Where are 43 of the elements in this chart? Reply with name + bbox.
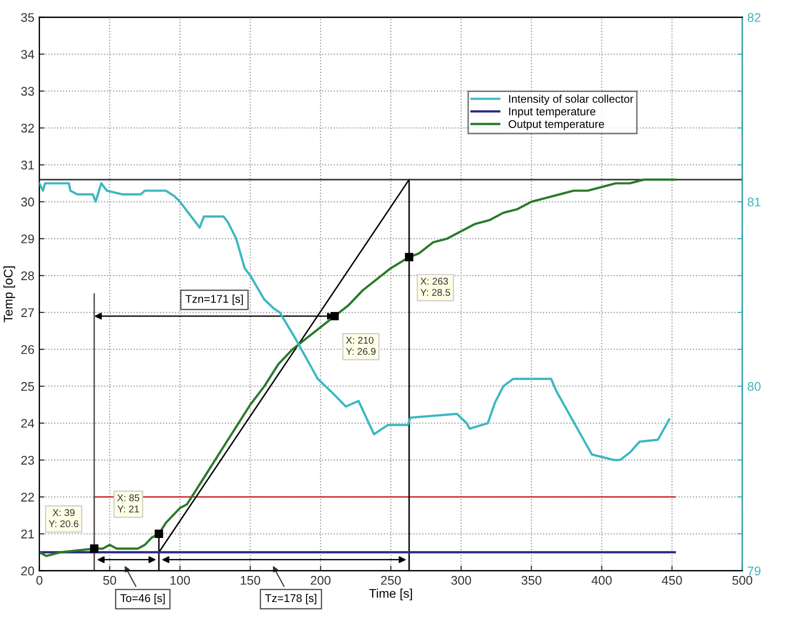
y-tick-label: 22 — [21, 492, 34, 502]
y-tick-label: 23 — [21, 456, 34, 465]
text: To=46 [s] — [120, 594, 165, 604]
y-tick-label: 27 — [21, 308, 34, 317]
y2-tick-label: 81 — [748, 198, 760, 206]
y-tick-label: 21 — [21, 530, 34, 538]
y-tick-label: 29 — [21, 234, 34, 244]
x-tick-label: 300 — [451, 576, 472, 585]
x-tick-label: 100 — [170, 576, 190, 585]
legend-label: Output temperature — [508, 120, 604, 130]
annotation: X: 263 Y: 28.5 — [420, 278, 450, 296]
y-tick-label: 34 — [21, 50, 34, 59]
y-tick-label: 31 — [21, 160, 34, 170]
x-tick-label: 450 — [662, 576, 682, 585]
y-tick-label: 26 — [21, 345, 34, 354]
y-tick-label: 32 — [21, 124, 34, 133]
x-tick-label: 250 — [381, 576, 401, 585]
x-axis-title: Time [s] — [369, 588, 412, 600]
y-tick-label: 20 — [21, 566, 34, 576]
y-axis-title: Temp [oC] — [3, 266, 16, 322]
x-tick-label: 150 — [240, 576, 260, 585]
x-tick-label: 500 — [732, 576, 752, 585]
legend-label: Intensity of solar collector — [509, 94, 634, 106]
y-tick-label: 35 — [21, 13, 34, 22]
y-tick-label: 33 — [21, 86, 34, 96]
annotation: X: 39 Y: 20.6 — [48, 509, 78, 528]
annotation: Tzn=171 [s] — [185, 294, 243, 306]
annotation: X: 85 Y: 21 — [117, 494, 140, 512]
y2-tick-label: 80 — [748, 382, 761, 391]
legend-label: Input temperature — [509, 108, 596, 118]
y2-tick-label: 82 — [748, 13, 760, 22]
y-tick-label: 30 — [21, 198, 34, 206]
annotation: X: 210 Y: 26.9 — [346, 336, 376, 355]
y-tick-label: 24 — [21, 418, 34, 428]
y-tick-label: 25 — [21, 382, 34, 391]
y2-tick-label: 79 — [748, 566, 760, 576]
x-tick-label: 50 — [103, 576, 116, 585]
x-tick-label: 200 — [310, 576, 330, 585]
x-tick-label: 0 — [36, 576, 42, 585]
text: Tz=178 [s] — [265, 594, 316, 604]
x-tick-label: 350 — [521, 576, 542, 585]
y-tick-label: 28 — [21, 271, 34, 280]
x-tick-label: 400 — [592, 576, 612, 585]
